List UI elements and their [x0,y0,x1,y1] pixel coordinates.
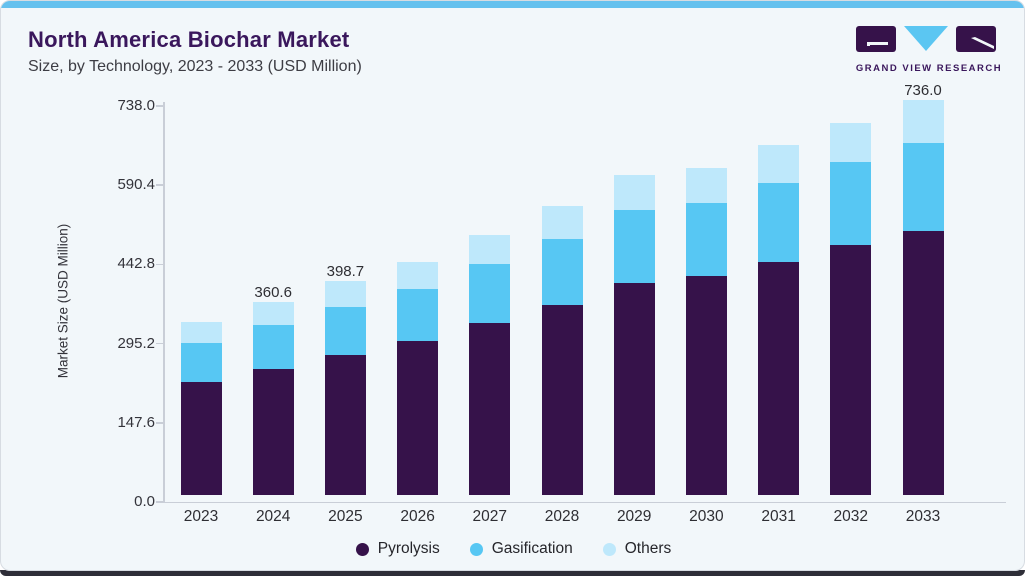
segment-gasification [541,239,583,305]
data-label-2033: 736.0 [904,82,942,100]
x-tick-label-2025: 2025 [328,508,363,525]
segment-gasification [469,264,511,324]
segment-gasification [685,202,727,277]
y-tick-label: 295.2 [117,334,155,352]
y-axis-line [163,102,165,502]
y-tick-mark [156,184,163,186]
bar-2033 [902,100,944,495]
legend-label: Pyrolysis [377,540,440,557]
segment-gasification [180,343,222,383]
segment-others [613,175,655,211]
segment-others [180,321,222,343]
chart-legend: Pyrolysis Gasification Others [1,537,1024,561]
x-tick-label-2032: 2032 [833,508,869,525]
x-axis-line [163,501,1006,503]
bar-2029 [613,175,655,495]
segment-pyrolysis [685,276,727,495]
segment-gasification [613,210,655,284]
x-tick-label-2030: 2030 [689,508,724,525]
bar-2028 [541,206,583,495]
y-tick-mark [156,501,163,503]
segment-pyrolysis [324,355,366,495]
bar-2025 [324,281,366,495]
bar-2027 [469,235,511,495]
page-title: North America Biochar Market [28,27,350,52]
y-tick-mark [156,342,163,345]
y-tick-label: 147.6 [117,413,155,431]
segment-pyrolysis [469,323,511,495]
x-tick-label-2027: 2027 [472,508,508,525]
bar-2031 [758,145,800,495]
card-bottom-strip [0,570,1025,576]
gvr-logo-brand: GRAND VIEW RESEARCH [855,63,1003,74]
bar-2032 [830,123,872,495]
bar-2024 [252,301,294,495]
y-tick-mark [156,105,163,107]
legend-item-gasification: Gasification [469,540,573,558]
legend-dot-gasification [469,542,483,556]
legend-item-pyrolysis: Pyrolysis [355,540,440,558]
x-tick-label-2024: 2024 [255,508,291,525]
x-tick-label-2028: 2028 [544,508,580,525]
segment-gasification [397,288,439,341]
segment-pyrolysis [397,340,439,495]
y-tick-label: 738.0 [117,97,155,114]
segment-gasification [324,307,366,356]
segment-pyrolysis [613,283,655,495]
data-label-2024: 360.6 [254,283,292,301]
segment-others [685,167,727,203]
bar-2030 [685,167,727,495]
segment-pyrolysis [758,262,800,495]
y-tick-label: 0.0 [134,493,155,510]
segment-others [541,206,583,240]
x-tick-label-2029: 2029 [616,508,652,525]
bar-2023 [180,321,222,495]
y-tick-mark [156,263,163,266]
gvr-logo: GRAND VIEW RESEARCH [854,25,1004,74]
segment-pyrolysis [180,382,222,495]
segment-others [397,261,439,289]
segment-pyrolysis [902,230,944,495]
segment-gasification [830,162,872,246]
x-tick-label-2033: 2033 [905,508,941,525]
x-tick-label-2031: 2031 [761,508,796,525]
card-top-accent [1,1,1024,8]
y-axis-title: Market Size (USD Million) [55,223,71,379]
legend-item-others: Others [602,540,672,558]
legend-dot-others [602,542,616,556]
gvr-logo-triangle [904,26,948,51]
segment-others [469,235,511,265]
segment-gasification [758,183,800,263]
segment-others [758,145,800,184]
segment-gasification [252,325,294,369]
data-label-2025: 398.7 [326,263,365,281]
y-tick-label: 442.8 [117,255,155,273]
bar-2026 [397,261,439,495]
x-tick-label-2026: 2026 [400,508,435,525]
segment-others [324,281,366,308]
segment-pyrolysis [541,304,583,495]
segment-pyrolysis [252,368,294,495]
x-tick-label-2023: 2023 [183,508,219,525]
chart-header: North America Biochar Market Size, by Te… [28,27,362,76]
segment-others [902,100,944,143]
gvr-logo-icon [856,26,996,52]
segment-gasification [902,142,944,231]
y-tick-label: 590.4 [117,176,155,194]
y-tick-mark [156,422,163,424]
legend-label: Gasification [491,540,573,557]
legend-label: Others [624,540,672,557]
legend-dot-pyrolysis [355,542,369,556]
segment-pyrolysis [830,245,872,495]
page-subtitle: Size, by Technology, 2023 - 2033 (USD Mi… [28,58,362,75]
segment-others [830,123,872,162]
segment-others [252,301,294,326]
